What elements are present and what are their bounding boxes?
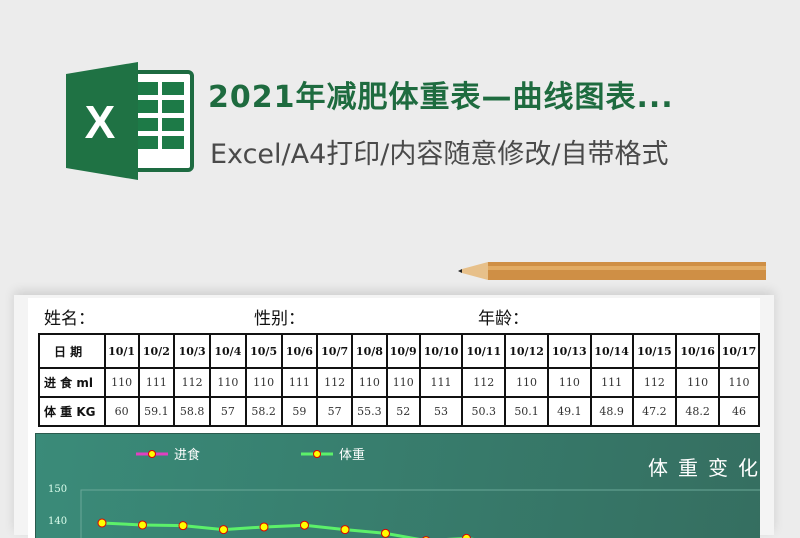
date-row: 日 期 10/1 10/2 10/3 10/4 10/5 10/6 10/7 10/8 10/9 1…: [38, 333, 760, 369]
intake-cell: 111: [137, 367, 176, 398]
legend-weight: 体重: [301, 444, 365, 463]
weight-cell: 55.3: [351, 396, 388, 427]
row-label: 进 食 ml: [38, 367, 106, 398]
weight-cell: 57: [316, 396, 354, 427]
date-cell: 10/2: [137, 333, 176, 369]
date-cell: 10/8: [351, 333, 388, 369]
weight-sheet: 姓名： 性别： 年龄： 日 期 10/1 10/2 10/3 10/4 10/5 10/6 1…: [28, 298, 760, 538]
weight-cell: 59.1: [137, 396, 176, 427]
weight-table: 日 期 10/1 10/2 10/3 10/4 10/5 10/6 10/7 10/8 10/9 1…: [38, 333, 760, 427]
weight-point: [300, 520, 309, 530]
weight-cell: 57: [209, 396, 247, 427]
intake-cell: 112: [316, 367, 354, 398]
date-cell: 10/17: [718, 333, 760, 369]
intake-cell: 110: [504, 367, 549, 398]
intake-cell: 110: [385, 367, 421, 398]
weight-point: [381, 528, 390, 538]
intake-cell: 112: [461, 367, 507, 398]
date-cell: 10/9: [385, 333, 421, 369]
page-title: 2021年减肥体重表—曲线图表...: [208, 80, 674, 115]
weight-cell: 48.2: [675, 396, 721, 427]
intake-cell: 112: [173, 367, 211, 398]
weight-cell: 52: [385, 396, 421, 427]
date-cell: 10/14: [589, 333, 634, 369]
weight-cell: 50.3: [461, 396, 507, 427]
weight-point: [462, 533, 471, 538]
date-cell: 10/7: [316, 333, 354, 369]
date-cell: 10/10: [418, 333, 464, 369]
weight-chart: 进食 体重 体重变化 150 140: [35, 433, 760, 538]
weight-cell: 46: [718, 396, 760, 427]
pencil-image: [458, 262, 766, 280]
date-cell: 10/16: [675, 333, 721, 369]
date-cell: 10/6: [280, 333, 319, 369]
weight-point: [219, 525, 228, 535]
weight-cell: 60: [103, 396, 140, 427]
svg-text:X: X: [85, 96, 116, 148]
weight-cell: 59: [280, 396, 319, 427]
y-tick-label: 140: [48, 516, 68, 527]
date-cell: 10/11: [461, 333, 507, 369]
weight-cell: 47.2: [631, 396, 678, 427]
y-tick-label: 150: [48, 484, 68, 495]
age-label: 年龄：: [478, 309, 529, 329]
weight-series-line: [101, 521, 475, 538]
intake-cell: 110: [718, 367, 760, 398]
intake-cell: 110: [675, 367, 721, 398]
weight-cell: 53: [418, 396, 464, 427]
weight-point: [259, 522, 269, 532]
weight-point: [340, 525, 350, 535]
gender-label: 性别：: [254, 309, 305, 329]
weight-cell: 58.8: [173, 396, 211, 427]
page-subtitle: Excel/A4打印/内容随意修改/自带格式: [210, 139, 669, 170]
intake-cell: 111: [280, 367, 319, 398]
intake-cell: 112: [631, 367, 678, 398]
name-label: 姓名：: [44, 309, 95, 329]
intake-cell: 111: [589, 367, 634, 398]
intake-cell: 110: [209, 367, 247, 398]
intake-cell: 111: [418, 367, 464, 398]
weight-cell: 50.1: [504, 396, 549, 427]
chart-title: 体重变化: [648, 456, 760, 480]
date-cell: 10/15: [631, 333, 678, 369]
date-cell: 10/5: [244, 333, 283, 369]
intake-cell: 110: [244, 367, 283, 398]
intake-row: 进 食 ml 110 111 112 110 110 111 112 110 110 111 112 1…: [38, 367, 760, 398]
intake-cell: 110: [546, 367, 592, 398]
date-cell: 10/12: [504, 333, 549, 369]
date-cell: 10/4: [209, 333, 247, 369]
date-cell: 10/3: [173, 333, 211, 369]
row-label: 体 重 KG: [38, 396, 106, 427]
weight-cell: 49.1: [546, 396, 592, 427]
intake-cell: 110: [351, 367, 388, 398]
weight-cell: 48.9: [589, 396, 634, 427]
weight-cell: 58.2: [244, 396, 283, 427]
plot-area: [80, 489, 760, 538]
date-cell: 10/1: [103, 333, 140, 369]
row-label: 日 期: [38, 333, 106, 369]
weight-row: 体 重 KG 60 59.1 58.8 57 58.2 59 57 55.3 52 53 50.3 50…: [38, 396, 760, 427]
date-cell: 10/13: [546, 333, 592, 369]
weight-point: [138, 520, 147, 530]
excel-logo: X: [66, 62, 194, 180]
legend-intake: 进食: [136, 444, 200, 463]
intake-cell: 110: [103, 367, 140, 398]
